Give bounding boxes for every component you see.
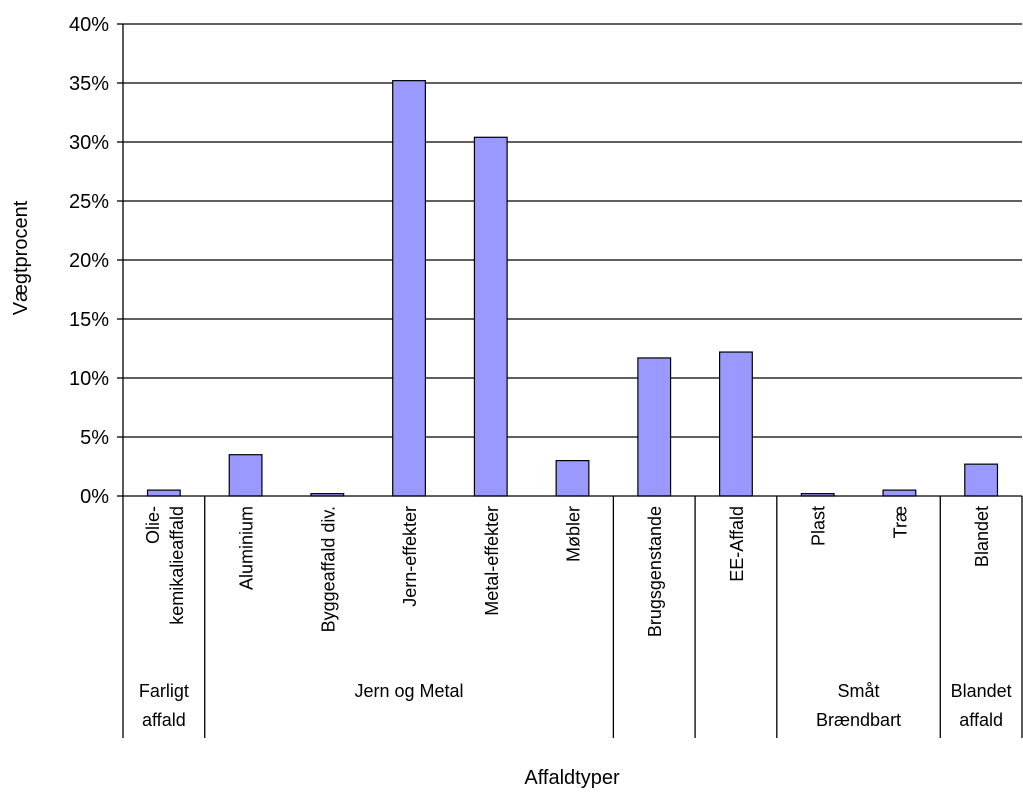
x-category-label: Blandet — [972, 506, 992, 567]
y-tick-label: 5% — [80, 427, 109, 449]
y-tick-label: 20% — [69, 250, 109, 272]
x-category-label: Møbler — [564, 506, 584, 562]
x-category-label: Byggeaffald div. — [318, 506, 338, 632]
x-category-label: Træ — [890, 506, 910, 538]
x-category-label: Metal-effekter — [482, 506, 502, 616]
x-group-labels: Farligt affald Jern og Metal Småt Brændbart B… — [122, 496, 1023, 738]
gridlines — [123, 23, 1022, 438]
x-group-label: affald — [142, 710, 186, 730]
bar — [637, 357, 672, 497]
x-group-label: Brændbart — [816, 710, 901, 730]
bars — [146, 80, 999, 497]
axes — [117, 23, 1022, 497]
y-tick-label: 0% — [80, 486, 109, 508]
x-category-label: EE-Affald — [727, 506, 747, 582]
x-group-label: Småt — [838, 681, 880, 701]
y-tick-label: 15% — [69, 309, 109, 331]
bar — [555, 460, 590, 497]
x-category-labels: Olie-kemikalieaffald Aluminium Byggeaffald… — [143, 506, 992, 637]
x-category-label: Brugsgenstande — [645, 506, 665, 637]
y-axis-label: Vægtprocent — [10, 200, 32, 315]
bar — [719, 351, 753, 497]
x-group-label: affald — [959, 710, 1003, 730]
x-group-label: Farligt — [139, 681, 189, 701]
x-axis-label: Affaldtyper — [524, 767, 620, 789]
x-category-label: Plast — [809, 506, 829, 546]
y-tick-label: 30% — [69, 132, 109, 154]
y-tick-label: 10% — [69, 368, 109, 390]
y-tick-label: 40% — [69, 14, 109, 36]
y-tick-label: 25% — [69, 191, 109, 213]
bar — [392, 80, 426, 497]
bar — [146, 489, 181, 497]
y-tick-label: 35% — [69, 73, 109, 95]
bar — [882, 489, 917, 497]
x-category-label: Olie- — [143, 506, 163, 544]
x-group-label: Blandet — [951, 681, 1012, 701]
bar — [964, 463, 999, 497]
x-category-label: Jern-effekter — [400, 506, 420, 607]
x-category-label: Aluminium — [237, 506, 257, 590]
y-tick-labels: 0% 5% 10% 15% 20% 25% 30% 35% 40% — [69, 14, 109, 508]
bar — [473, 136, 508, 497]
x-group-label: Jern og Metal — [355, 681, 464, 701]
bar — [228, 454, 263, 497]
x-category-label: kemikalieaffald — [167, 506, 187, 625]
